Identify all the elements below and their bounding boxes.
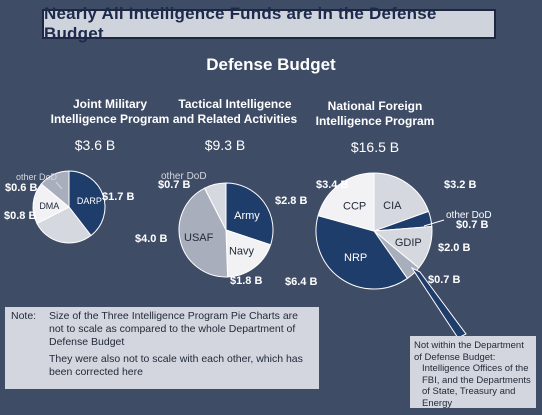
outside-defense-title: Not within the Department of Defense Bud… — [414, 340, 524, 363]
pie3-value-cia: $3.2 B — [444, 179, 476, 191]
pie3-pointer-line — [423, 219, 445, 227]
pie3-label-cia: CIA — [383, 200, 402, 212]
pie1-value-other-dod: $0.6 B — [5, 182, 37, 194]
pie2-label-army: Army — [234, 210, 260, 222]
pie1-slice-dma — [32, 183, 70, 225]
pie2-label-usaf: USAF — [184, 232, 214, 244]
pie3-label-nrp: NRP — [344, 252, 367, 264]
pie1-outer-label-other-dod: other DoD — [16, 172, 58, 182]
program-title-nfip: National Foreign Intelligence Program — [315, 99, 435, 128]
pie3-label-gdip: GDIP — [395, 237, 422, 249]
pie3-value-ccp: $3.4 B — [316, 179, 348, 191]
pie3-value-other-dod: $0.7 B — [456, 219, 488, 231]
pie3-value-slice: $0.7 B — [428, 274, 460, 286]
pie2-slice-navy — [225, 229, 272, 278]
pie3-value-gdip: $2.0 B — [438, 242, 470, 254]
program-total-nfip: $16.5 B — [350, 139, 400, 155]
pie1-pointer-line — [55, 181, 63, 190]
pie2-value-usaf: $4.0 B — [135, 233, 167, 245]
pie3-outer-label-other-dod: other DoD — [446, 210, 492, 221]
pie3-slice-cia — [373, 172, 430, 232]
pie3-label-ccp: CCP — [343, 201, 366, 213]
note-box: Note: Size of the Three Intelligence Pro… — [5, 307, 319, 389]
pie1-slice-slice — [36, 206, 92, 244]
chart-title: Nearly All Intelligence Funds are in the… — [42, 4, 496, 43]
pie2-value-other-dod: $0.7 B — [158, 179, 190, 191]
pie1-value-dma: $0.8 B — [4, 210, 36, 222]
pie2-slice-army — [225, 182, 274, 246]
pie3-value-nrp: $6.4 B — [285, 276, 317, 288]
pie1-slice-other-dod — [40, 170, 70, 209]
pie2-value-army: $2.8 B — [275, 195, 307, 207]
pie1-slice-darp — [68, 170, 106, 237]
pie1-value-darp: $1.7 B — [102, 191, 134, 203]
pie2-slice-other-dod — [203, 182, 227, 231]
pie3-slice-ccp — [317, 172, 375, 232]
note-text-2: They were also not to scale with each ot… — [49, 353, 303, 378]
pie2-value-navy: $1.8 B — [230, 275, 262, 287]
program-title-tiara: Tactical Intelligence and Related Activi… — [172, 97, 298, 126]
pie3-slice-nrp — [315, 215, 409, 290]
pie1-label-dma: DMA — [39, 201, 59, 211]
program-total-tiara: $9.3 B — [204, 137, 246, 153]
chart-subtitle: Defense Budget — [206, 55, 336, 74]
outside-pointer-wedge — [410, 266, 467, 339]
note-label: Note: — [11, 310, 37, 322]
pie2-outer-label-other-dod: other DoD — [161, 171, 207, 182]
program-title-jmip: Joint Military Intelligence Program — [50, 97, 170, 126]
outside-defense-box: Not within the Department of Defense Bud… — [410, 336, 536, 409]
outside-defense-list: Intelligence Offices of the FBI, and the… — [422, 363, 531, 409]
program-total-jmip: $3.6 B — [74, 137, 116, 153]
pie1-label-darp: DARP — [77, 196, 102, 206]
pie2-label-navy: Navy — [229, 246, 255, 258]
note-text-1: Size of the Three Intelligence Program P… — [49, 310, 299, 348]
